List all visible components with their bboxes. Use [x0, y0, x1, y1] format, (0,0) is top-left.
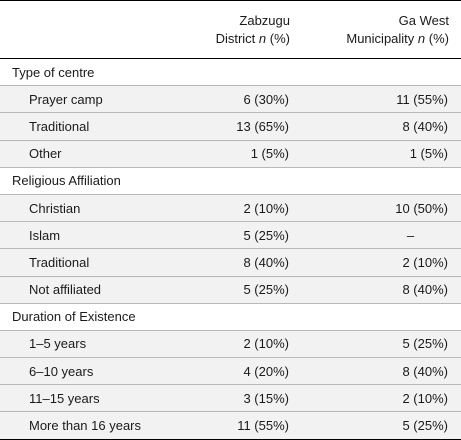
row-label: 1–5 years: [0, 330, 157, 359]
table-row: Prayer camp 6 (30%) 11 (55%): [0, 85, 461, 114]
zabzugu-value: 11 (55%): [157, 411, 302, 440]
zabzugu-value: 6 (30%): [157, 85, 302, 114]
row-label: Not affiliated: [0, 276, 157, 304]
header-zabzugu-line2: District: [215, 30, 256, 46]
row-label: More than 16 years: [0, 411, 157, 440]
gawest-value: 5 (25%): [302, 411, 461, 440]
n-symbol: n: [258, 30, 267, 46]
row-label: Islam: [0, 221, 157, 250]
table-row: 6–10 years 4 (20%) 8 (40%): [0, 357, 461, 386]
header-gawest-line2: Municipality: [346, 30, 415, 46]
zabzugu-value: 1 (5%): [157, 140, 302, 168]
row-label: Christian: [0, 194, 157, 223]
n-symbol: n: [417, 30, 426, 46]
header-row: Zabzugu District n (%) Ga West Municipal…: [0, 0, 461, 59]
gawest-value: 8 (40%): [302, 276, 461, 304]
gawest-value: 8 (40%): [302, 357, 461, 386]
row-label: Other: [0, 140, 157, 168]
gawest-value: 10 (50%): [302, 194, 461, 223]
header-gawest-line1: Ga West: [398, 12, 449, 28]
zabzugu-value: 2 (10%): [157, 330, 302, 359]
table-row: Traditional 13 (65%) 8 (40%): [0, 112, 461, 141]
zabzugu-value: 8 (40%): [157, 248, 302, 277]
zabzugu-value: 4 (20%): [157, 357, 302, 386]
zabzugu-value: 3 (15%): [157, 384, 302, 413]
gawest-value: –: [302, 221, 461, 250]
section-row: Duration of Existence: [0, 303, 461, 331]
zabzugu-value: 5 (25%): [157, 221, 302, 250]
gawest-value: 2 (10%): [302, 248, 461, 277]
section-title: Duration of Existence: [0, 303, 461, 331]
row-label: 6–10 years: [0, 357, 157, 386]
table-row: 1–5 years 2 (10%) 5 (25%): [0, 330, 461, 359]
zabzugu-value: 13 (65%): [157, 112, 302, 141]
table-row: Other 1 (5%) 1 (5%): [0, 140, 461, 168]
table-row: 11–15 years 3 (15%) 2 (10%): [0, 384, 461, 413]
section-row: Type of centre: [0, 58, 461, 87]
table-row: Islam 5 (25%) –: [0, 221, 461, 250]
gawest-value: 2 (10%): [302, 384, 461, 413]
gawest-value: 11 (55%): [302, 85, 461, 114]
pct-suffix: (%): [269, 30, 290, 46]
table-row: Not affiliated 5 (25%) 8 (40%): [0, 276, 461, 304]
table-row: More than 16 years 11 (55%) 5 (25%): [0, 411, 461, 440]
row-label: Prayer camp: [0, 85, 157, 114]
row-label: Traditional: [0, 248, 157, 277]
gawest-value: 8 (40%): [302, 112, 461, 141]
zabzugu-value: 5 (25%): [157, 276, 302, 304]
header-zabzugu-line1: Zabzugu: [239, 12, 290, 28]
header-zabzugu: Zabzugu District n (%): [157, 0, 302, 59]
table-row: Christian 2 (10%) 10 (50%): [0, 194, 461, 223]
section-title: Religious Affiliation: [0, 167, 461, 195]
section-title: Type of centre: [0, 58, 461, 87]
row-label: Traditional: [0, 112, 157, 141]
zabzugu-value: 2 (10%): [157, 194, 302, 223]
header-label-cell: [0, 0, 157, 59]
pct-suffix: (%): [428, 30, 449, 46]
gawest-value: 5 (25%): [302, 330, 461, 359]
section-row: Religious Affiliation: [0, 167, 461, 195]
header-gawest: Ga West Municipality n (%): [302, 0, 461, 59]
table-row: Traditional 8 (40%) 2 (10%): [0, 248, 461, 277]
gawest-value: 1 (5%): [302, 140, 461, 168]
row-label: 11–15 years: [0, 384, 157, 413]
